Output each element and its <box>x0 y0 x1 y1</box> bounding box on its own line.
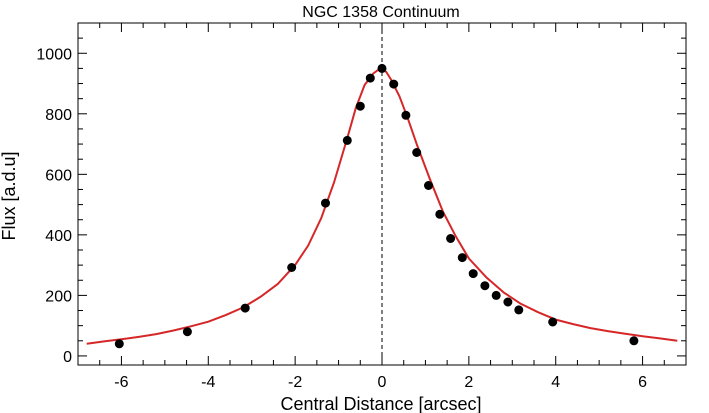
y-tick-label: 400 <box>45 228 72 245</box>
data-point <box>503 297 513 307</box>
data-point <box>468 269 478 279</box>
data-point <box>548 317 558 327</box>
data-point <box>287 263 297 272</box>
data-point <box>342 135 352 145</box>
data-point <box>629 336 639 346</box>
data-point <box>114 339 124 349</box>
y-tick-label: 1000 <box>36 46 72 63</box>
chart-title: NGC 1358 Continuum <box>302 4 459 21</box>
data-point <box>446 234 456 243</box>
y-tick-label: 200 <box>45 288 72 305</box>
data-point <box>321 198 330 208</box>
x-tick-label: 4 <box>551 374 560 391</box>
data-point <box>355 101 365 111</box>
x-tick-label: -4 <box>201 374 215 391</box>
data-point <box>240 303 250 313</box>
data-point <box>365 73 375 83</box>
y-tick-label: 800 <box>45 107 72 124</box>
data-point <box>491 290 501 300</box>
x-tick-label: 6 <box>638 374 647 391</box>
y-tick-label: 600 <box>45 167 72 184</box>
y-axis-label: Flux [a.d.u] <box>0 151 19 240</box>
data-point <box>435 209 445 219</box>
x-tick-label: -2 <box>288 374 302 391</box>
data-point <box>377 63 387 73</box>
x-tick-label: -6 <box>114 374 128 391</box>
y-tick-label: 0 <box>63 349 72 366</box>
data-point <box>457 253 467 263</box>
data-point <box>401 110 411 120</box>
data-point <box>480 281 490 291</box>
data-point <box>514 305 524 315</box>
data-point <box>389 79 399 89</box>
x-axis-label: Central Distance [arcsec] <box>280 394 481 413</box>
x-tick-label: 2 <box>464 374 473 391</box>
data-point <box>424 181 433 190</box>
data-point <box>182 327 192 337</box>
x-tick-label: 0 <box>378 374 387 391</box>
data-point <box>412 148 422 157</box>
